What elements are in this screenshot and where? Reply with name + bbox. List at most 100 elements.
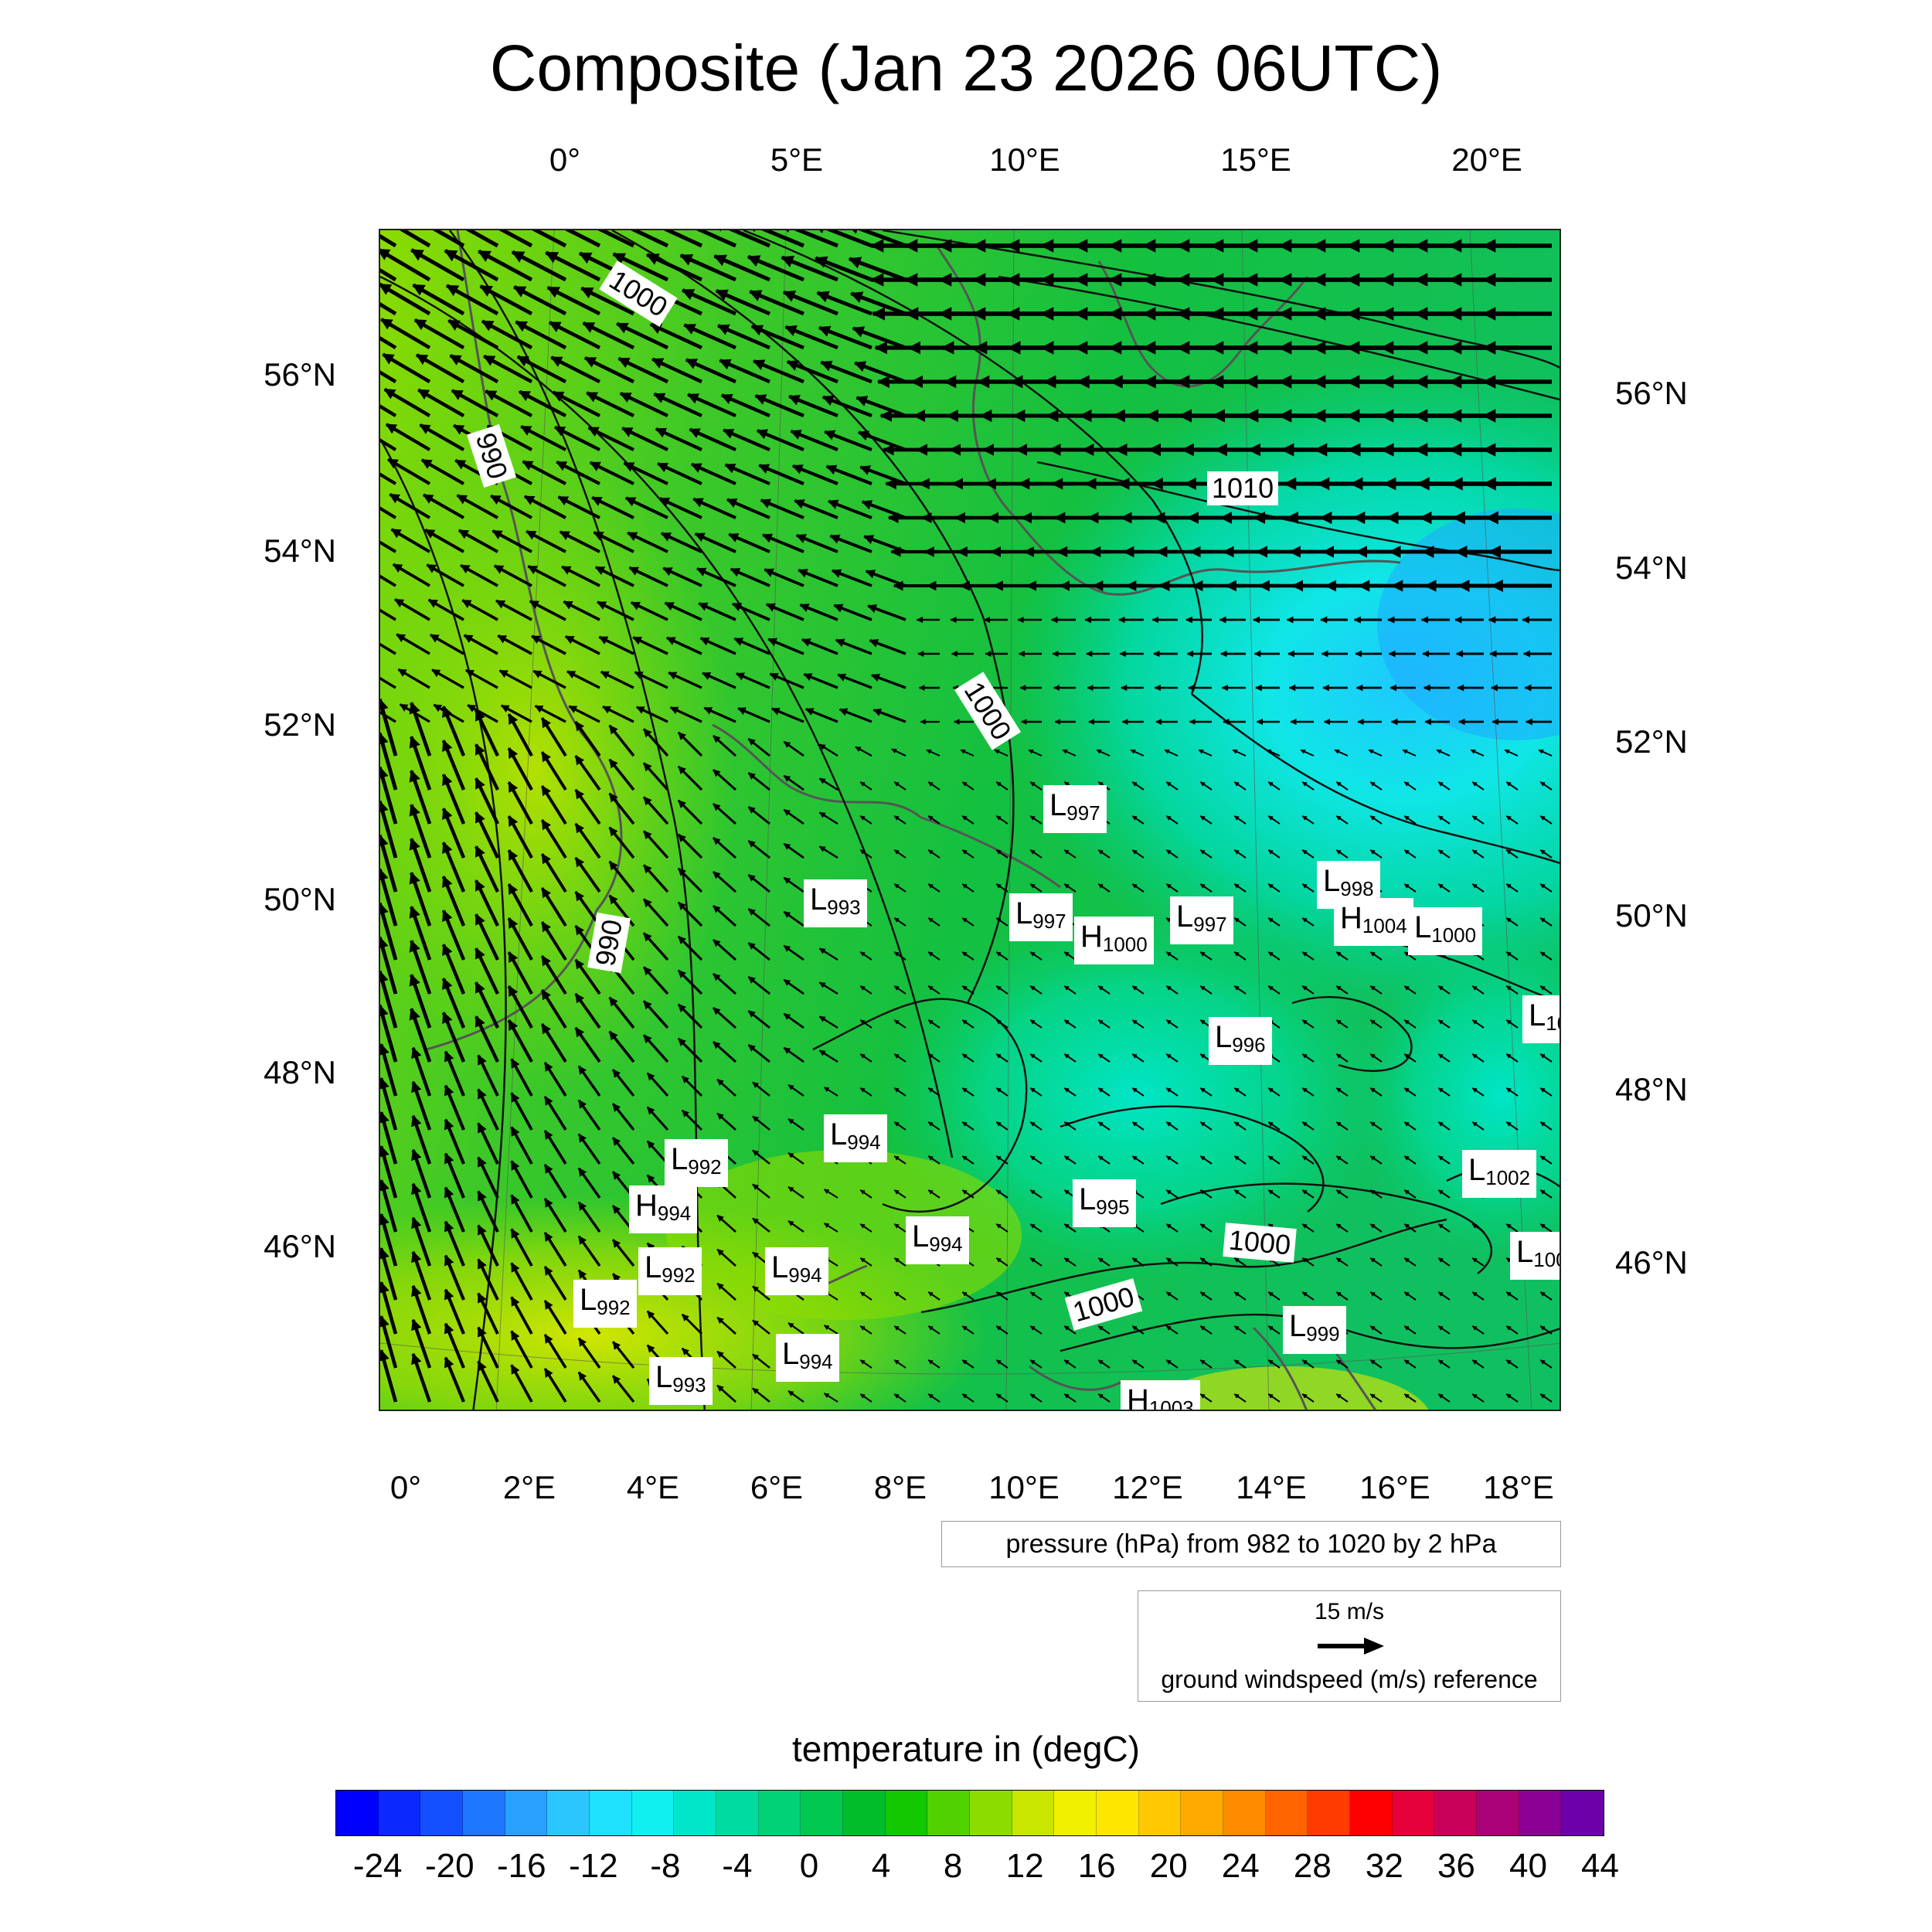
wind-arrow <box>850 291 906 316</box>
wind-arrow <box>1504 749 1519 757</box>
wind-arrow <box>1267 815 1281 825</box>
wind-arrow <box>1335 1155 1349 1165</box>
wind-arrow <box>543 1130 567 1165</box>
colorbar-tick-label: -8 <box>650 1847 681 1885</box>
wind-arrow <box>1335 849 1349 859</box>
wind-arrow <box>380 834 398 893</box>
wind-arrow <box>1505 1393 1519 1403</box>
wind-arrow <box>1267 1087 1281 1097</box>
wind-arrow <box>835 638 872 655</box>
pressure-center: L992 <box>665 1139 728 1187</box>
wind-arrow <box>804 707 838 723</box>
wind-arrow <box>1165 1257 1179 1267</box>
wind-arrow <box>711 230 771 248</box>
wind-arrow <box>1199 985 1213 995</box>
wind-arrow <box>1539 1121 1553 1131</box>
wind-arrow <box>522 460 566 485</box>
wind-arrow <box>474 845 499 893</box>
wind-arrow <box>1097 1325 1111 1335</box>
wind-arrow <box>611 1069 635 1097</box>
wind-arrow <box>1029 1053 1043 1063</box>
wind-arrow <box>1097 1121 1111 1131</box>
wind-arrow <box>619 391 668 418</box>
wind-arrow <box>782 290 838 316</box>
wind-arrow <box>1369 1189 1383 1199</box>
wind-arrow <box>577 1371 601 1403</box>
wind-arrow <box>380 1213 398 1267</box>
wind-arrow <box>961 1325 975 1335</box>
wind-arrow <box>995 951 1009 961</box>
wind-arrow <box>441 909 466 961</box>
wind-arrow <box>716 1384 736 1403</box>
wind-arrow <box>477 1190 499 1233</box>
wind-arrow <box>1301 917 1315 927</box>
wind-arrow <box>380 233 397 248</box>
wind-arrow <box>927 849 940 859</box>
wind-arrow <box>394 598 430 621</box>
wind-arrow <box>1437 1189 1451 1199</box>
wind-arrow <box>1335 781 1349 791</box>
wind-arrow <box>723 428 770 451</box>
wind-arrow <box>477 1360 499 1403</box>
colorbar-tick-label: 40 <box>1509 1847 1547 1885</box>
wind-arrow <box>927 1087 940 1097</box>
wind-arrow <box>1301 781 1315 791</box>
wind-arrow <box>611 1375 635 1403</box>
wind-arrow <box>1301 1291 1315 1301</box>
colorbar-tick-label: 24 <box>1221 1847 1260 1885</box>
wind-arrow <box>1403 1087 1417 1097</box>
colorbar-swatch <box>1350 1791 1393 1835</box>
wind-arrow <box>474 743 499 791</box>
wind-arrow <box>627 531 668 553</box>
map-panel[interactable]: 1000 990 1000 990 1010 1000 1000 L997 L9… <box>379 229 1561 1411</box>
wind-arrow <box>713 768 736 791</box>
wind-arrow <box>1233 1121 1247 1131</box>
wind-arrow <box>1165 1359 1179 1369</box>
wind-arrow <box>1437 1053 1451 1063</box>
wind-arrow <box>927 917 940 927</box>
left-tick-50n: 50°N <box>264 881 336 917</box>
wind-arrow <box>893 1291 906 1301</box>
bottom-tick-10e: 10°E <box>988 1469 1060 1505</box>
wind-arrow <box>927 1155 940 1165</box>
wind-arrow <box>608 996 635 1029</box>
wind-arrow <box>430 633 464 655</box>
wind-arrow <box>1369 1291 1383 1301</box>
wind-arrow <box>390 528 431 553</box>
left-tick-54n: 54°N <box>264 532 336 569</box>
wind-arrow <box>642 1034 669 1063</box>
wind-arrow <box>478 249 533 282</box>
wind-arrow <box>545 250 601 282</box>
wind-arrow <box>961 815 975 825</box>
wind-arrow <box>1165 883 1179 893</box>
wind-arrow <box>380 1179 398 1233</box>
wind-arrow <box>825 464 872 485</box>
wind-arrow <box>597 230 635 248</box>
right-tick-46n: 46°N <box>1615 1244 1688 1281</box>
wind-arrow <box>1368 749 1383 757</box>
pressure-center: H1004 <box>1334 898 1413 946</box>
wind-arrow <box>540 955 567 995</box>
pressure-center: H1003 <box>1121 1380 1200 1410</box>
wind-arrow <box>1505 1121 1519 1131</box>
wind-arrow <box>380 698 398 757</box>
wind-arrow <box>1403 1155 1417 1165</box>
wind-arrow <box>608 1030 635 1063</box>
wind-arrow <box>1335 985 1349 995</box>
wind-arrow <box>409 939 432 995</box>
wind-arrow <box>1437 1393 1451 1403</box>
wind-arrow <box>1301 1223 1315 1233</box>
wind-arrow <box>1267 883 1281 893</box>
wind-arrow <box>611 1137 635 1165</box>
wind-arrow <box>995 1189 1009 1199</box>
wind-arrow <box>1369 985 1383 995</box>
wind-arrow <box>1267 1189 1281 1199</box>
wind-arrow <box>853 361 906 384</box>
colorbar-tick-label: -16 <box>497 1847 546 1885</box>
wind-arrow <box>995 1087 1009 1097</box>
wind-arrow <box>716 1316 736 1335</box>
wind-arrow <box>872 708 906 723</box>
wind-arrow <box>1063 1257 1077 1267</box>
wind-arrow <box>769 672 804 689</box>
wind-arrow <box>1199 1155 1213 1165</box>
